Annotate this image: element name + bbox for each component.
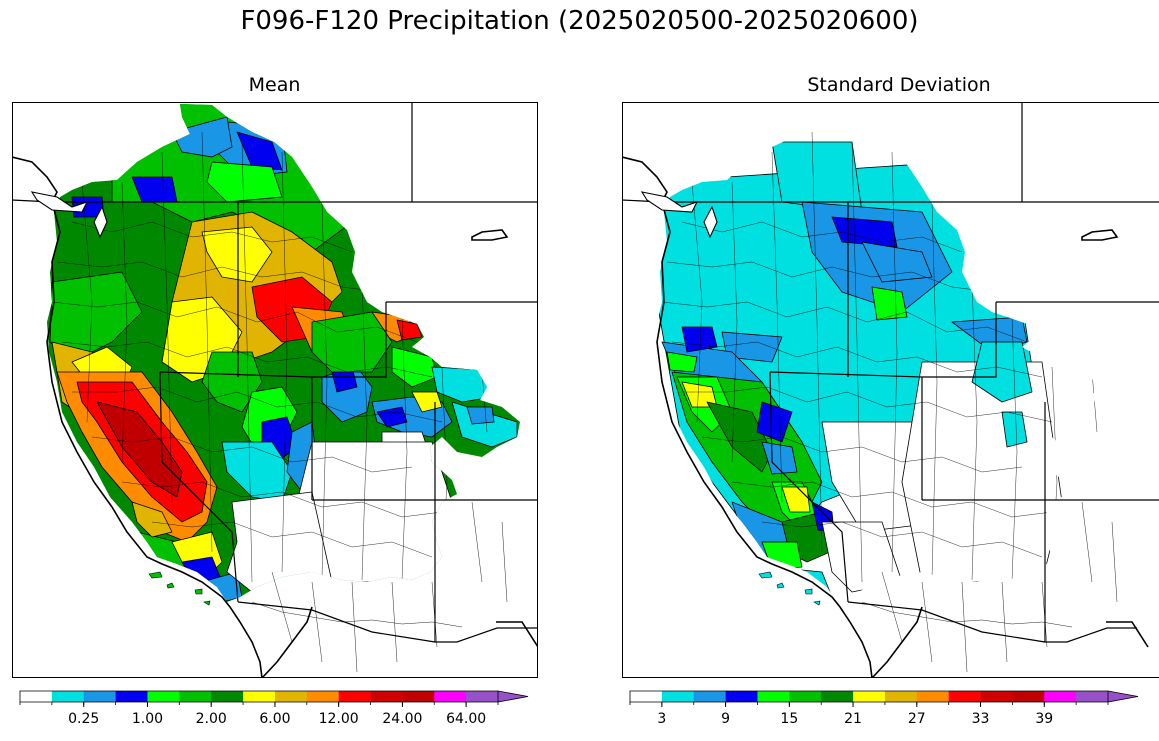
colorbar-tick-label: 9	[721, 711, 730, 727]
std-panel-title: Standard Deviation	[807, 74, 991, 96]
colorbar-swatch	[661, 691, 695, 702]
std-colorbar: 3 9 15 21 27 33 39	[629, 690, 1139, 727]
colorbar-swatch	[338, 691, 371, 702]
colorbar-swatch	[948, 691, 981, 702]
colorbar-swatch	[821, 691, 854, 702]
colorbar-swatch	[884, 691, 918, 702]
colorbar-tick-label: 1.00	[132, 711, 163, 727]
colorbar-extend-arrow	[497, 690, 529, 703]
colorbar-tick-label: 27	[908, 711, 926, 727]
colorbar-swatch	[466, 691, 499, 702]
colorbar-tick-label: 12.00	[319, 711, 359, 727]
colorbar-swatch	[980, 691, 1013, 702]
colorbar-swatch	[115, 691, 148, 702]
colorbar-swatch	[725, 691, 758, 702]
colorbar-swatch	[693, 691, 726, 702]
colorbar-swatch	[1044, 691, 1077, 702]
colorbar-swatch	[51, 691, 85, 702]
colorbar-swatch	[1012, 691, 1045, 702]
colorbar-swatch	[211, 691, 244, 702]
std-map	[622, 102, 1159, 678]
colorbar-tick-label: 6.00	[259, 711, 290, 727]
colorbar-swatch	[434, 691, 467, 702]
mean-panel-title: Mean	[248, 74, 301, 96]
colorbar-tick-label: 21	[844, 711, 862, 727]
colorbar-swatch	[402, 691, 435, 702]
colorbar-swatch	[147, 691, 180, 702]
colorbar-swatch	[916, 691, 949, 702]
colorbar-swatch	[370, 691, 403, 702]
colorbar-swatch	[20, 691, 53, 702]
mean-map	[12, 102, 538, 678]
colorbar-tick-label: 24.00	[382, 711, 422, 727]
mean-colorbar: 0.25 1.00 2.00 6.00 12.00 24.00 64.00	[19, 690, 529, 727]
colorbar-swatch	[853, 691, 886, 702]
colorbar-swatch	[243, 691, 276, 702]
colorbar-swatch	[83, 691, 116, 702]
colorbar-tick-label: 0.25	[68, 711, 99, 727]
colorbar-tick-label: 15	[780, 711, 798, 727]
colorbar-extend-arrow	[1107, 690, 1139, 703]
colorbar-swatch	[1076, 691, 1109, 702]
figure-title: F096-F120 Precipitation (2025020500-2025…	[240, 6, 919, 36]
colorbar-tick-label: 3	[657, 711, 666, 727]
colorbar-swatch	[306, 691, 339, 702]
colorbar-swatch	[179, 691, 212, 702]
colorbar-swatch	[789, 691, 822, 702]
colorbar-tick-label: 2.00	[196, 711, 227, 727]
colorbar-tick-label: 33	[972, 711, 990, 727]
colorbar-swatch	[274, 691, 308, 702]
colorbar-tick-label: 64.00	[446, 711, 486, 727]
colorbar-swatch	[757, 691, 790, 702]
colorbar-swatch	[630, 691, 663, 702]
colorbar-tick-label: 39	[1035, 711, 1053, 727]
